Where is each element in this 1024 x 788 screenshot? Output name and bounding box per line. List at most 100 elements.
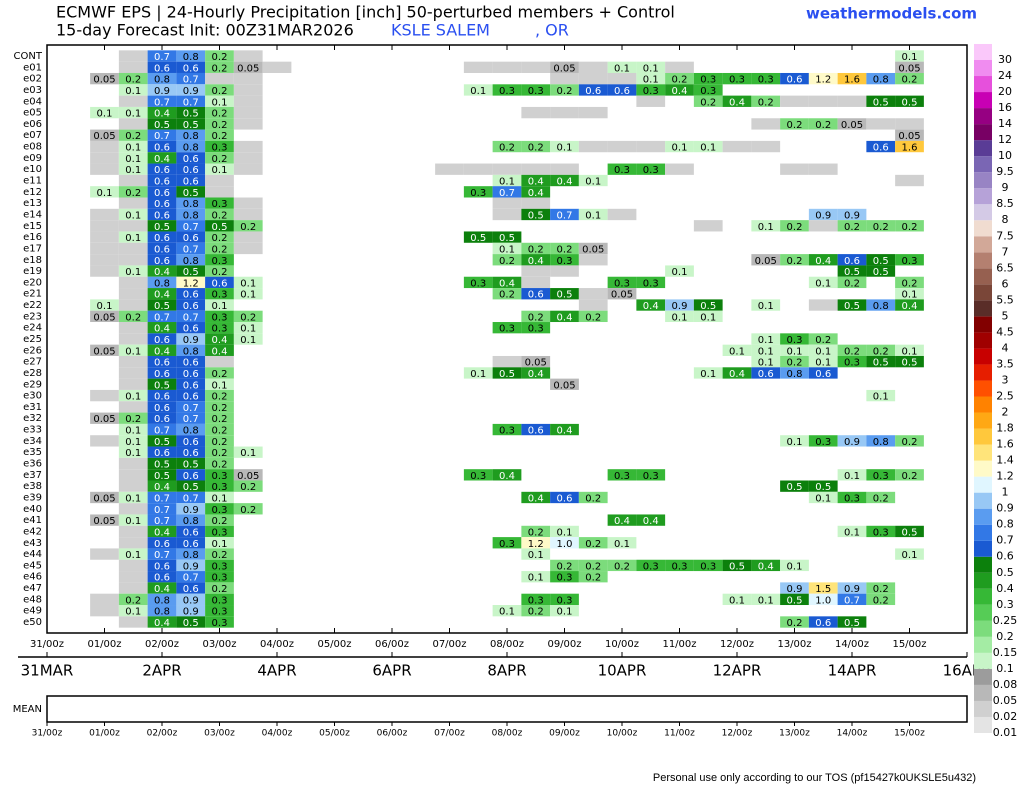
cell-label: 0.6 [154,63,170,74]
cell [176,401,206,413]
cell [147,435,177,447]
cell [435,163,464,175]
cell [118,593,148,606]
cell [205,186,234,198]
cell [550,525,579,538]
cell-label: 0.8 [183,210,199,221]
cell [118,344,148,356]
cell-label: 0.4 [729,369,745,380]
cell-label: 0.1 [125,607,141,618]
cell [521,548,551,560]
cell-label: 0.3 [212,573,228,584]
cell-label: 0.6 [183,471,199,482]
cell [550,423,579,436]
cell-label: 0.1 [902,290,918,301]
cell-label: 0.2 [585,312,601,323]
cell-label: 0.2 [528,244,544,255]
cell [866,220,896,232]
cell [205,276,234,289]
cell-label: 0.1 [672,312,688,323]
cell-label: 0.7 [183,222,199,233]
cell-label: 0.8 [873,437,889,448]
cell [693,84,723,96]
cell-label: 0.2 [873,346,889,357]
cell-label: 0.1 [240,448,256,459]
cell [118,152,148,164]
cell-label: 0.1 [815,278,831,289]
cell-label: 0.05 [237,471,259,482]
cell [550,605,579,617]
cell-label: 0.5 [528,210,544,221]
cell-label: 0.2 [212,550,228,561]
date-label: 2APR [142,662,181,680]
cell [90,186,119,198]
cell [780,355,809,368]
cell [147,242,177,255]
cell-label: 0.6 [154,335,170,346]
colorbar-swatch [974,460,992,477]
row-label: e29 [23,379,42,390]
cell-label: 0.2 [844,222,860,233]
cell-label: 0.5 [154,460,170,471]
cell-label: 0.2 [902,278,918,289]
cell [866,118,896,130]
cell [233,208,263,221]
cell-label: 0.3 [614,471,630,482]
colorbar-swatch [974,172,992,189]
date-label: 8APR [487,662,526,680]
cell [118,457,148,470]
cell [751,95,781,107]
cell [118,503,148,515]
cell [118,469,148,481]
cell [521,593,551,606]
cell [118,480,148,492]
cell [205,242,234,255]
cell-label: 0.2 [212,120,228,131]
cell-label: 0.5 [499,233,515,244]
cell [895,469,924,481]
cell-label: 0.4 [499,471,515,482]
row-label: e37 [23,470,42,481]
x-tick-label: 03/00z [202,639,236,650]
cell [147,95,177,107]
cell-label: 0.2 [212,414,228,425]
cell [176,276,206,289]
cell [262,61,292,73]
colorbar-label: 10 [998,149,1012,162]
cell [176,548,206,560]
cell [233,231,263,243]
cell-label: 0.1 [212,301,228,312]
cell-label: 0.3 [528,86,544,97]
cell [578,140,608,153]
cell [751,118,781,130]
cell-label: 0.3 [470,278,486,289]
cell [607,61,637,73]
cell-label: 0.2 [125,75,141,86]
cell-label: 0.2 [902,222,918,233]
cell [176,423,206,436]
cell [205,537,234,549]
cell-label: 0.8 [183,131,199,142]
cell [550,163,579,175]
cell [205,299,234,311]
cell-label: 0.5 [873,358,889,369]
x-tick-label: 12/00z [720,639,754,650]
cell [147,469,177,481]
cell [492,61,522,73]
cell [578,208,608,221]
colorbar-swatch [974,620,992,637]
cell-label: 0.4 [672,86,688,97]
cell-label: 0.05 [553,380,575,391]
cell [233,95,263,107]
cell-label: 0.3 [614,165,630,176]
cell [866,140,896,153]
cell-label: 0.1 [902,52,918,63]
cell [90,231,119,243]
cell-label: 0.5 [183,618,199,629]
cell-label: 0.7 [499,188,515,199]
cell-label: 0.1 [125,233,141,244]
cell-label: 0.6 [183,177,199,188]
cell [808,616,838,628]
cell [205,559,234,572]
cell [780,118,809,130]
